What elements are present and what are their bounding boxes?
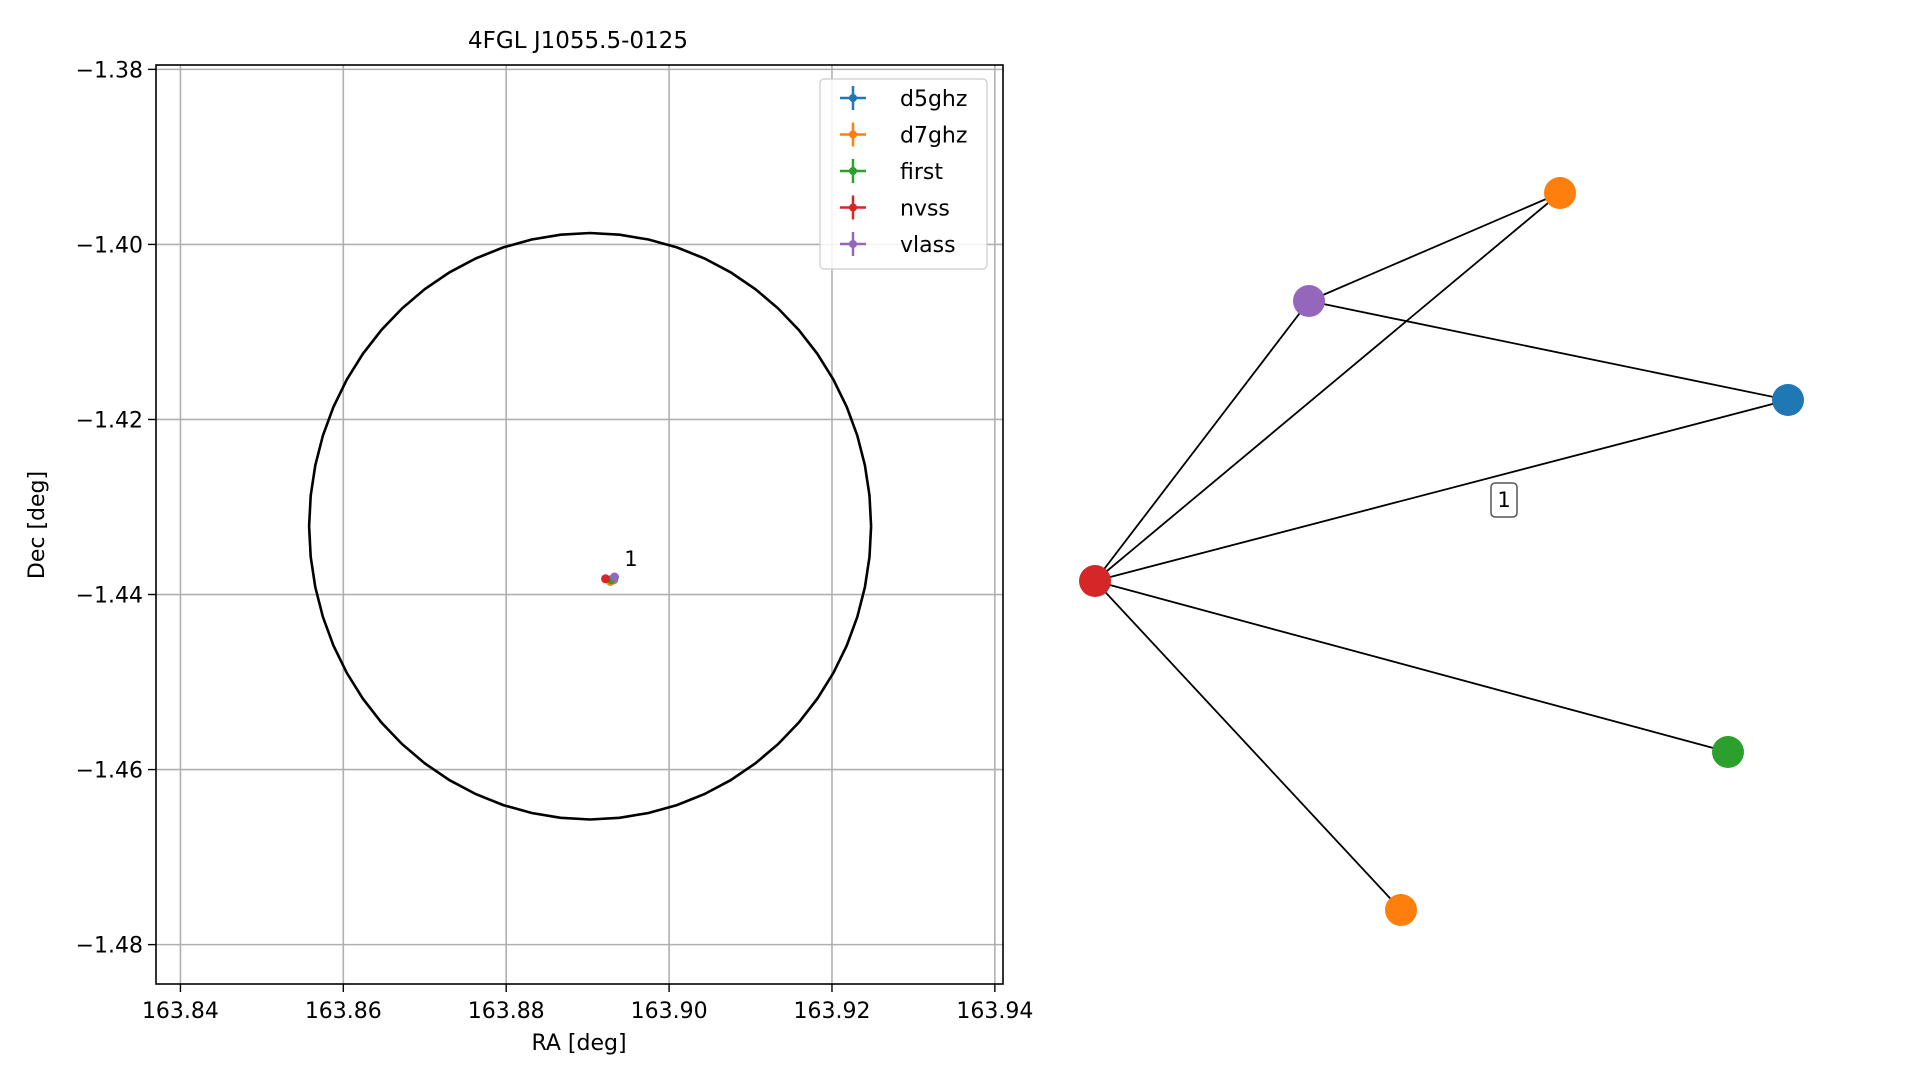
legend-frame (819, 78, 988, 270)
legend-item-first: first (840, 159, 943, 185)
legend-label: first (900, 160, 943, 185)
edge-nvss-vlass (1094, 300, 1310, 582)
node-vlass (1293, 285, 1325, 317)
node-nvss (1079, 565, 1111, 597)
edge-nvss-first (1094, 580, 1729, 753)
y-tick-label: −1.38 (76, 58, 143, 83)
error-circle (307, 231, 873, 821)
x-tick-label: 163.84 (142, 999, 219, 1024)
node-d5ghz (1772, 384, 1804, 416)
scatter-panel: 4FGL J1055.5-0125 1 163.84 163.86 163.88 16… (25, 28, 1033, 1056)
node-first (1712, 736, 1744, 768)
error-circle-outline (307, 231, 873, 821)
legend-marker-dot (849, 94, 857, 102)
edge-label: 1 (1490, 482, 1518, 518)
node-d7ghz_bottom (1385, 894, 1417, 926)
data-points (601, 572, 620, 586)
point-vlass (610, 572, 620, 582)
y-tick-label: −1.48 (76, 934, 143, 959)
x-tick-label: 163.92 (793, 999, 870, 1024)
x-tick-label: 163.94 (956, 999, 1033, 1024)
x-axis-label: RA [deg] (531, 1031, 626, 1056)
graph-edges (1094, 192, 1789, 911)
legend-item-nvss: nvss (840, 195, 950, 222)
plot-frame (155, 64, 1004, 985)
edge-vlass-d7ghz_top (1308, 192, 1561, 302)
edge-nvss-d7ghz_bottom (1094, 580, 1402, 911)
legend-label: d5ghz (900, 87, 967, 112)
legend-item-d7ghz: d7ghz (840, 122, 967, 149)
y-axis-label: Dec [deg] (25, 471, 50, 579)
legend-marker-dot (849, 130, 857, 139)
edge-nvss-d7ghz_top (1094, 192, 1561, 582)
edge-nvss-d5ghz (1094, 399, 1789, 582)
node-d7ghz_top (1544, 177, 1576, 209)
x-tick-label: 163.88 (468, 999, 545, 1024)
y-tick-label: −1.46 (76, 759, 143, 784)
y-tick-label: −1.40 (76, 233, 143, 258)
chart-title: 4FGL J1055.5-0125 (468, 28, 688, 54)
edge-label-text: 1 (1497, 488, 1510, 512)
legend-marker-dot (849, 167, 857, 175)
edge-vlass-d5ghz (1308, 300, 1789, 401)
legend-item-d5ghz: d5ghz (840, 86, 967, 112)
graph-nodes (1079, 177, 1804, 926)
y-tick-label: −1.42 (76, 408, 143, 433)
legend-label: d7ghz (900, 124, 967, 149)
y-tick-label: −1.44 (76, 584, 143, 609)
point-annotation: 1 (624, 547, 637, 571)
legend-item-vlass: vlass (840, 232, 956, 258)
x-axis-ticks: 163.84 163.86 163.88 163.90 163.92 163.94 (142, 984, 1033, 1024)
legend-marker-dot (849, 203, 857, 212)
x-tick-label: 163.90 (631, 999, 708, 1024)
legend-label: nvss (900, 197, 950, 222)
legend: d5ghz d7ghz first nvss vlass (819, 78, 988, 270)
point-nvss (601, 574, 611, 584)
legend-marker-dot (849, 240, 857, 248)
x-tick-label: 163.86 (305, 999, 382, 1024)
network-graph: 1 (1079, 177, 1804, 926)
y-axis-ticks: −1.38 −1.40 −1.42 −1.44 −1.46 −1.48 (76, 58, 156, 959)
legend-label: vlass (900, 233, 956, 258)
